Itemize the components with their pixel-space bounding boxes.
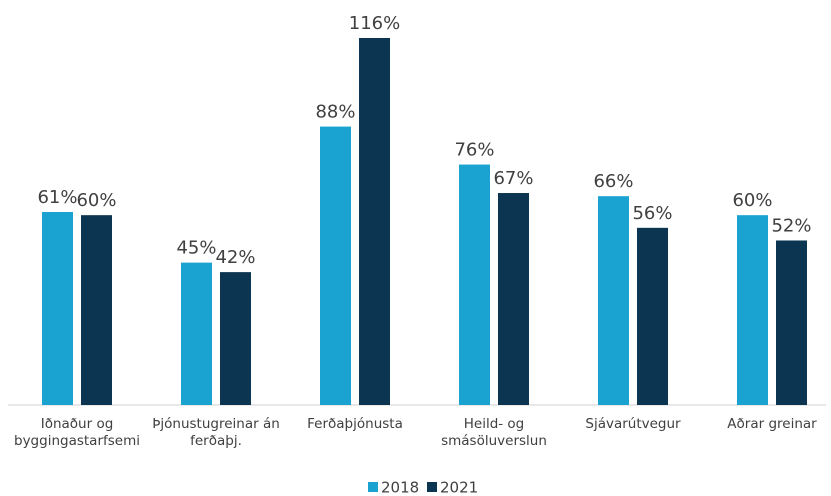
value-label: 66% <box>593 171 633 192</box>
x-tick-label: Iðnaður og byggingastarfsemi <box>14 416 140 449</box>
value-label: 52% <box>771 215 811 236</box>
x-tick-label: Þjónustugreinar án ferðaþj. <box>152 416 280 449</box>
x-tick-label: Heild- og smásöluverslun <box>441 416 547 449</box>
value-label: 42% <box>215 247 255 268</box>
value-label: 116% <box>349 13 400 34</box>
value-label: 88% <box>315 102 355 123</box>
x-tick-label: Sjávarútvegur <box>585 416 681 432</box>
legend-label: 2018 <box>381 479 419 496</box>
legend-label: 2021 <box>440 479 478 496</box>
bar <box>737 215 768 405</box>
bar <box>359 38 390 405</box>
bar <box>498 193 529 405</box>
value-label: 60% <box>732 190 772 211</box>
bar <box>459 164 490 405</box>
x-tick-label: Ferðaþjónusta <box>307 416 403 432</box>
bar <box>42 212 73 405</box>
legend-swatch <box>427 482 437 492</box>
bar <box>776 240 807 405</box>
value-label: 67% <box>493 168 533 189</box>
bar <box>320 126 351 405</box>
value-label: 60% <box>76 190 116 211</box>
bar <box>637 227 668 405</box>
value-label: 56% <box>632 203 672 224</box>
bar <box>181 262 212 405</box>
value-label: 76% <box>454 140 494 161</box>
bar <box>81 215 112 405</box>
x-tick-label: Aðrar greinar <box>727 416 817 432</box>
bar <box>598 196 629 405</box>
value-label: 61% <box>37 187 77 208</box>
value-label: 45% <box>176 238 216 259</box>
legend-swatch <box>368 482 378 492</box>
bar <box>220 272 251 405</box>
